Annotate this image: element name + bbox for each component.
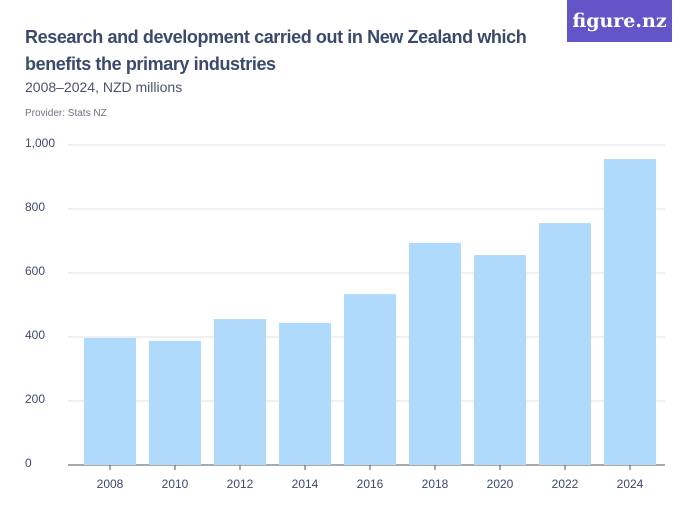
x-tick-label: 2008 [97, 477, 124, 491]
x-tick-label: 2012 [227, 477, 254, 491]
bar [84, 337, 136, 465]
chart-subtitle: 2008–2024, NZD millions [25, 79, 183, 95]
bar [279, 322, 331, 465]
bar [474, 255, 526, 465]
y-tick-label: 0 [25, 456, 32, 470]
bar [214, 319, 266, 465]
x-tick-label: 2014 [292, 477, 319, 491]
y-tick-label: 400 [25, 328, 45, 342]
x-tick-label: 2010 [162, 477, 189, 491]
x-tick-label: 2020 [487, 477, 514, 491]
y-tick-label: 800 [25, 200, 45, 214]
bar [539, 223, 591, 465]
y-tick-label: 600 [25, 264, 45, 278]
logo[interactable]: figure.nz [567, 0, 672, 42]
y-tick-label: 1,000 [25, 136, 55, 150]
x-tick-label: 2022 [552, 477, 579, 491]
bar [344, 294, 396, 465]
bar [149, 340, 201, 465]
x-tick-label: 2016 [357, 477, 384, 491]
bar [409, 242, 461, 465]
y-tick-label: 200 [25, 392, 45, 406]
x-tick-label: 2018 [422, 477, 449, 491]
provider: Provider: Stats NZ [25, 108, 107, 119]
x-tick-label: 2024 [617, 477, 644, 491]
chart-title: Research and development carried out in … [25, 27, 527, 74]
bar [604, 159, 656, 465]
